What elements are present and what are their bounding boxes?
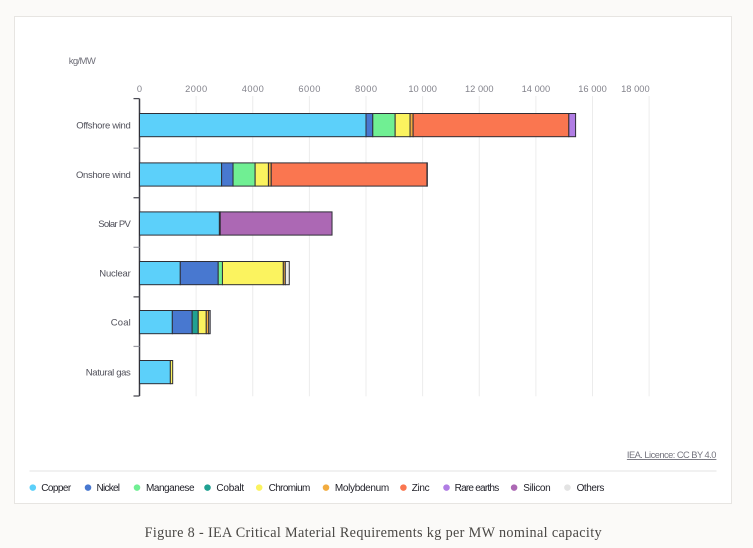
svg-text:Coal: Coal bbox=[111, 317, 131, 328]
svg-text:Silicon: Silicon bbox=[523, 483, 550, 494]
svg-text:4000: 4000 bbox=[242, 84, 264, 94]
svg-text:Manganese: Manganese bbox=[146, 483, 195, 494]
svg-text:Molybdenum: Molybdenum bbox=[335, 483, 389, 494]
svg-text:Cobalt: Cobalt bbox=[216, 483, 244, 494]
svg-text:2000: 2000 bbox=[185, 84, 207, 94]
svg-text:Rare earths: Rare earths bbox=[455, 483, 500, 494]
svg-text:10 000: 10 000 bbox=[408, 84, 437, 94]
svg-text:8000: 8000 bbox=[355, 84, 377, 94]
svg-text:0: 0 bbox=[137, 84, 142, 94]
svg-text:Offshore wind: Offshore wind bbox=[76, 120, 131, 131]
svg-text:Others: Others bbox=[577, 483, 605, 494]
svg-text:12 000: 12 000 bbox=[465, 84, 494, 94]
svg-text:IEA. Licence: CC BY 4.0: IEA. Licence: CC BY 4.0 bbox=[627, 450, 717, 460]
svg-text:Onshore wind: Onshore wind bbox=[76, 170, 131, 181]
svg-text:14 000: 14 000 bbox=[522, 84, 551, 94]
svg-text:6000: 6000 bbox=[298, 84, 320, 94]
svg-text:Figure 8 - IEA Critical Materi: Figure 8 - IEA Critical Material Require… bbox=[145, 525, 603, 541]
svg-text:Zinc: Zinc bbox=[412, 483, 430, 494]
svg-text:kg/MW: kg/MW bbox=[69, 56, 96, 67]
svg-text:18 000: 18 000 bbox=[621, 84, 650, 94]
svg-text:Chromium: Chromium bbox=[269, 483, 311, 494]
svg-text:Nickel: Nickel bbox=[97, 483, 121, 494]
svg-text:Nuclear: Nuclear bbox=[99, 268, 131, 279]
svg-text:Natural gas: Natural gas bbox=[86, 367, 131, 378]
svg-text:Copper: Copper bbox=[41, 483, 72, 494]
svg-text:16 000: 16 000 bbox=[578, 84, 607, 94]
svg-text:Solar PV: Solar PV bbox=[98, 219, 131, 230]
